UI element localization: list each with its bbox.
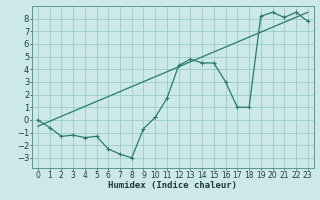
X-axis label: Humidex (Indice chaleur): Humidex (Indice chaleur) [108,181,237,190]
